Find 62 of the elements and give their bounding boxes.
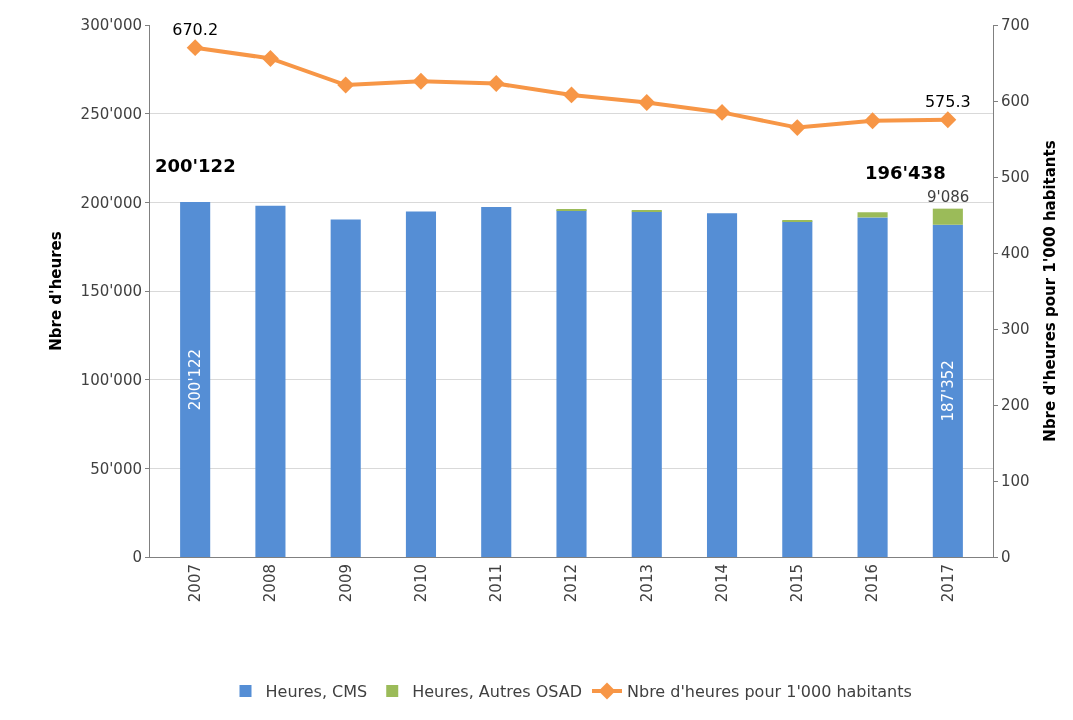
- legend-label: Nbre d'heures pour 1'000 habitants: [627, 682, 912, 702]
- x-tick-label: 2010: [411, 564, 430, 603]
- bar: [405, 211, 437, 557]
- point: [864, 112, 882, 130]
- point: [788, 119, 806, 137]
- point: [261, 49, 279, 67]
- y-tick-label: 100'000: [80, 370, 142, 389]
- y2-tick-label: 0: [1001, 548, 1011, 567]
- x-tick-label: 2007: [186, 564, 205, 603]
- y-tick-label: 50'000: [90, 459, 142, 478]
- x-tick-label: 2009: [336, 564, 355, 603]
- bar: [857, 212, 888, 218]
- total-label: 200'122: [155, 155, 236, 176]
- y-tick-label: 300'000: [80, 16, 142, 35]
- bar: [556, 210, 587, 557]
- point: [563, 86, 580, 104]
- total-label: 196'438: [865, 162, 946, 183]
- x-tick-label: 2016: [863, 564, 882, 603]
- x-tick-label: 2008: [261, 564, 280, 603]
- data-label: 200'122: [186, 348, 205, 411]
- data-label: 187'352: [938, 360, 957, 422]
- point: [713, 103, 731, 121]
- bar: [782, 221, 813, 557]
- y-tick-label: 200'000: [80, 193, 142, 212]
- y-tick-label: 250'000: [80, 104, 142, 123]
- x-tick-label: 2017: [938, 564, 957, 603]
- x-tick-label: 2014: [712, 564, 731, 603]
- y2-tick-label: 400: [1001, 244, 1030, 263]
- bar: [255, 205, 286, 557]
- data-label: 9'086: [927, 188, 970, 206]
- point: [487, 75, 505, 92]
- y-tick-label: 150'000: [80, 282, 142, 301]
- point: [186, 39, 204, 57]
- y2-tick-label: 200: [1001, 396, 1030, 415]
- y2-tick-label: 500: [1001, 168, 1030, 187]
- bar: [180, 202, 211, 557]
- data-label: 575.3: [924, 91, 971, 111]
- bar: [330, 219, 361, 557]
- bar: [932, 224, 963, 557]
- x-tick-label: 2013: [637, 564, 656, 603]
- y2-tick-label: 100: [1001, 472, 1030, 491]
- bar: [631, 211, 662, 557]
- y-axis-title: Nbre d'heures: [46, 231, 65, 351]
- y2-tick-label: 300: [1001, 320, 1030, 339]
- x-tick-label: 2015: [788, 564, 807, 603]
- bar: [706, 213, 738, 557]
- point: [412, 72, 430, 90]
- data-label: 670.2: [172, 19, 219, 39]
- bar: [932, 208, 963, 225]
- point: [337, 76, 355, 94]
- y2-axis-title: Nbre d'heures pour 1'000 habitants: [1040, 140, 1059, 442]
- y2-tick-label: 600: [1001, 92, 1030, 111]
- point: [638, 94, 656, 111]
- legend-label: Heures, CMS: [265, 682, 368, 702]
- x-tick-label: 2011: [487, 564, 506, 603]
- legend-label: Heures, Autres OSAD: [412, 682, 582, 702]
- x-tick-label: 2012: [562, 564, 581, 603]
- point: [939, 111, 957, 129]
- bar: [481, 207, 512, 557]
- y-tick-label: 0: [132, 548, 142, 567]
- bar: [857, 217, 888, 557]
- y2-tick-label: 700: [1001, 16, 1030, 35]
